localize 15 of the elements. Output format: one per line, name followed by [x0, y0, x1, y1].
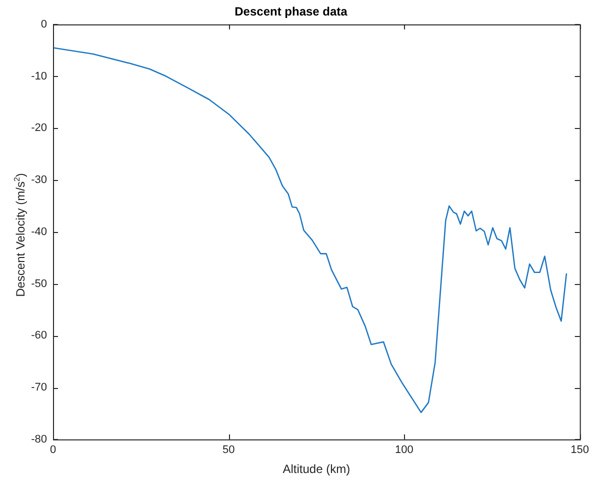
x-tick-label: 150	[570, 444, 590, 456]
x-tick-label: 100	[395, 444, 414, 456]
x-axis-title: Altitude (km)	[282, 462, 350, 476]
y-tick-label: -70	[31, 382, 47, 394]
y-tick-label: -40	[31, 226, 47, 238]
chart-title: Descent phase data	[234, 4, 348, 19]
y-tick-label: -30	[31, 174, 47, 186]
y-tick-label: -80	[31, 433, 47, 446]
x-tick-label: 50	[222, 444, 235, 456]
x-tick-label: 0	[50, 444, 56, 456]
y-tick-label: -20	[31, 122, 47, 134]
y-tick-label: 0	[40, 18, 47, 30]
y-tick-label: -60	[31, 330, 47, 342]
y-tick-label: -10	[31, 70, 47, 82]
y-tick-label: -50	[31, 278, 47, 290]
